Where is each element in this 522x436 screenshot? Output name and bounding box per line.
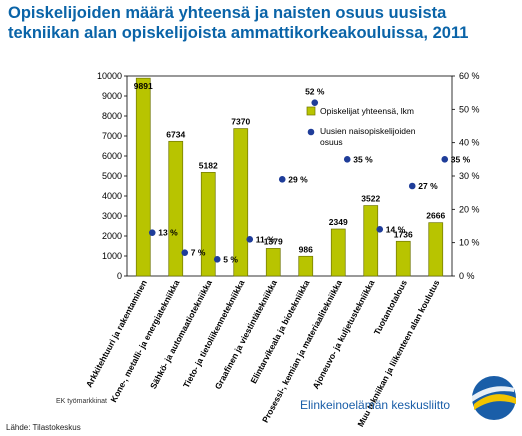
chart-axes: 0 1000 2000 3000 4000 5000 6000 7000 8000 9000 100… <box>97 71 480 281</box>
x-axis-category-label: Sähkö- ja automaatiotekniikka <box>148 278 214 391</box>
left-axis-tick-label: 9000 <box>102 91 122 101</box>
bar <box>135 77 151 277</box>
bar-value-label: 5182 <box>199 160 218 170</box>
left-axis-tick-label: 3000 <box>102 211 122 221</box>
x-axis-category-label: Ajoneuvo- ja kuljetustekniikka <box>310 278 376 391</box>
legend-dot-label-line1: Uusien naisopiskelijoiden <box>320 126 416 136</box>
bar-series: 9891 6734 5182 7370 1379 986 2349 3522 1736 2666 <box>134 77 445 277</box>
dot-value-label: 5 % <box>223 254 238 264</box>
dot <box>408 182 416 190</box>
dot-series: 13 % 7 % 5 % 11 % 29 % 52 % 35 % 14 % 27 % 35 % <box>148 87 471 264</box>
bar-value-label: 1379 <box>264 236 283 246</box>
x-axis-category-label: Tuotantotalous <box>372 278 409 337</box>
bar-value-label: 7370 <box>231 117 250 127</box>
bar-value-label: 6734 <box>166 129 185 139</box>
dot <box>181 249 189 256</box>
dot-value-label: 52 % <box>305 87 325 97</box>
x-axis-category-label: Arkkitehtuuri ja rakentaminen <box>84 278 149 389</box>
dot-value-label: 11 % <box>256 234 275 244</box>
dot <box>148 229 156 236</box>
chart-title: Opiskelijoiden määrä yhteensä ja naisten… <box>8 4 469 42</box>
bar <box>428 222 444 277</box>
legend-dot-label-line2: osuus <box>320 137 343 147</box>
bar-value-label: 2666 <box>426 211 445 221</box>
bar <box>265 248 281 277</box>
bar <box>298 255 314 277</box>
bar <box>363 205 379 277</box>
dot <box>343 156 351 163</box>
dot-value-label: 29 % <box>288 174 308 184</box>
dot-value-label: 35 % <box>353 154 373 164</box>
bar <box>395 240 411 277</box>
bar-value-label: 986 <box>299 244 313 254</box>
dot <box>213 256 221 263</box>
dot-value-label: 14 % <box>386 224 406 234</box>
bar-value-label: 9891 <box>134 81 153 91</box>
right-axis-tick-label: 20 % <box>459 204 480 214</box>
right-axis-tick-label: 0 % <box>459 271 475 281</box>
right-axis-tick-label: 50 % <box>459 104 480 114</box>
right-axis-tick-label: 40 % <box>459 138 480 148</box>
bar <box>330 228 346 277</box>
left-axis-tick-label: 0 <box>117 271 122 281</box>
x-axis-category-label: Kone-, metalli- ja energiatekniikka <box>108 278 181 404</box>
left-axis-tick-label: 1000 <box>102 251 122 261</box>
left-axis-tick-label: 7000 <box>102 131 122 141</box>
dot <box>246 236 254 243</box>
dot-value-label: 7 % <box>191 248 206 258</box>
footer-note: EK työmarkkinat <box>56 398 107 405</box>
right-axis-tick-label: 10 % <box>459 238 480 248</box>
bar-value-label: 2349 <box>329 217 348 227</box>
dot <box>311 99 319 106</box>
bar <box>168 140 184 277</box>
bar-value-label: 1736 <box>394 229 413 239</box>
dot <box>376 226 384 233</box>
dot <box>278 176 286 183</box>
logo-text: Elinkeinoelämän keskusliitto <box>300 398 451 412</box>
left-axis-tick-label: 8000 <box>102 111 122 121</box>
dot <box>441 156 449 163</box>
dot-value-label: 35 % <box>451 154 471 164</box>
left-axis-tick-label: 2000 <box>102 231 122 241</box>
legend-dot-swatch <box>307 128 315 136</box>
dot-value-label: 27 % <box>418 181 438 191</box>
legend-bar-label: Opiskelijat yhteensä, lkm <box>320 106 414 116</box>
x-axis-category-label: Elintarvikeala ja biotekniikka <box>248 278 311 385</box>
left-axis-tick-label: 4000 <box>102 191 122 201</box>
right-axis-tick-label: 30 % <box>459 171 480 181</box>
bar <box>200 172 216 277</box>
left-axis-tick-label: 5000 <box>102 171 122 181</box>
x-axis-category-label: Tieto- ja tietoliikennetekniikka <box>181 278 247 390</box>
left-axis-tick-label: 6000 <box>102 151 122 161</box>
source-note: Lähde: Tilastokeskus <box>6 423 81 432</box>
right-axis-tick-label: 60 % <box>459 71 480 81</box>
left-axis-tick-label: 10000 <box>97 71 122 81</box>
x-axis-category-label: Graafinen ja viestintätekniikka <box>213 278 279 391</box>
dot-value-label: 13 % <box>158 228 178 238</box>
ek-logo <box>472 376 516 420</box>
legend-bar-swatch <box>306 106 316 116</box>
bar <box>233 128 249 277</box>
bar-value-label: 3522 <box>361 194 380 204</box>
legend: Opiskelijat yhteensä, lkm Uusien naisopi… <box>306 106 416 147</box>
